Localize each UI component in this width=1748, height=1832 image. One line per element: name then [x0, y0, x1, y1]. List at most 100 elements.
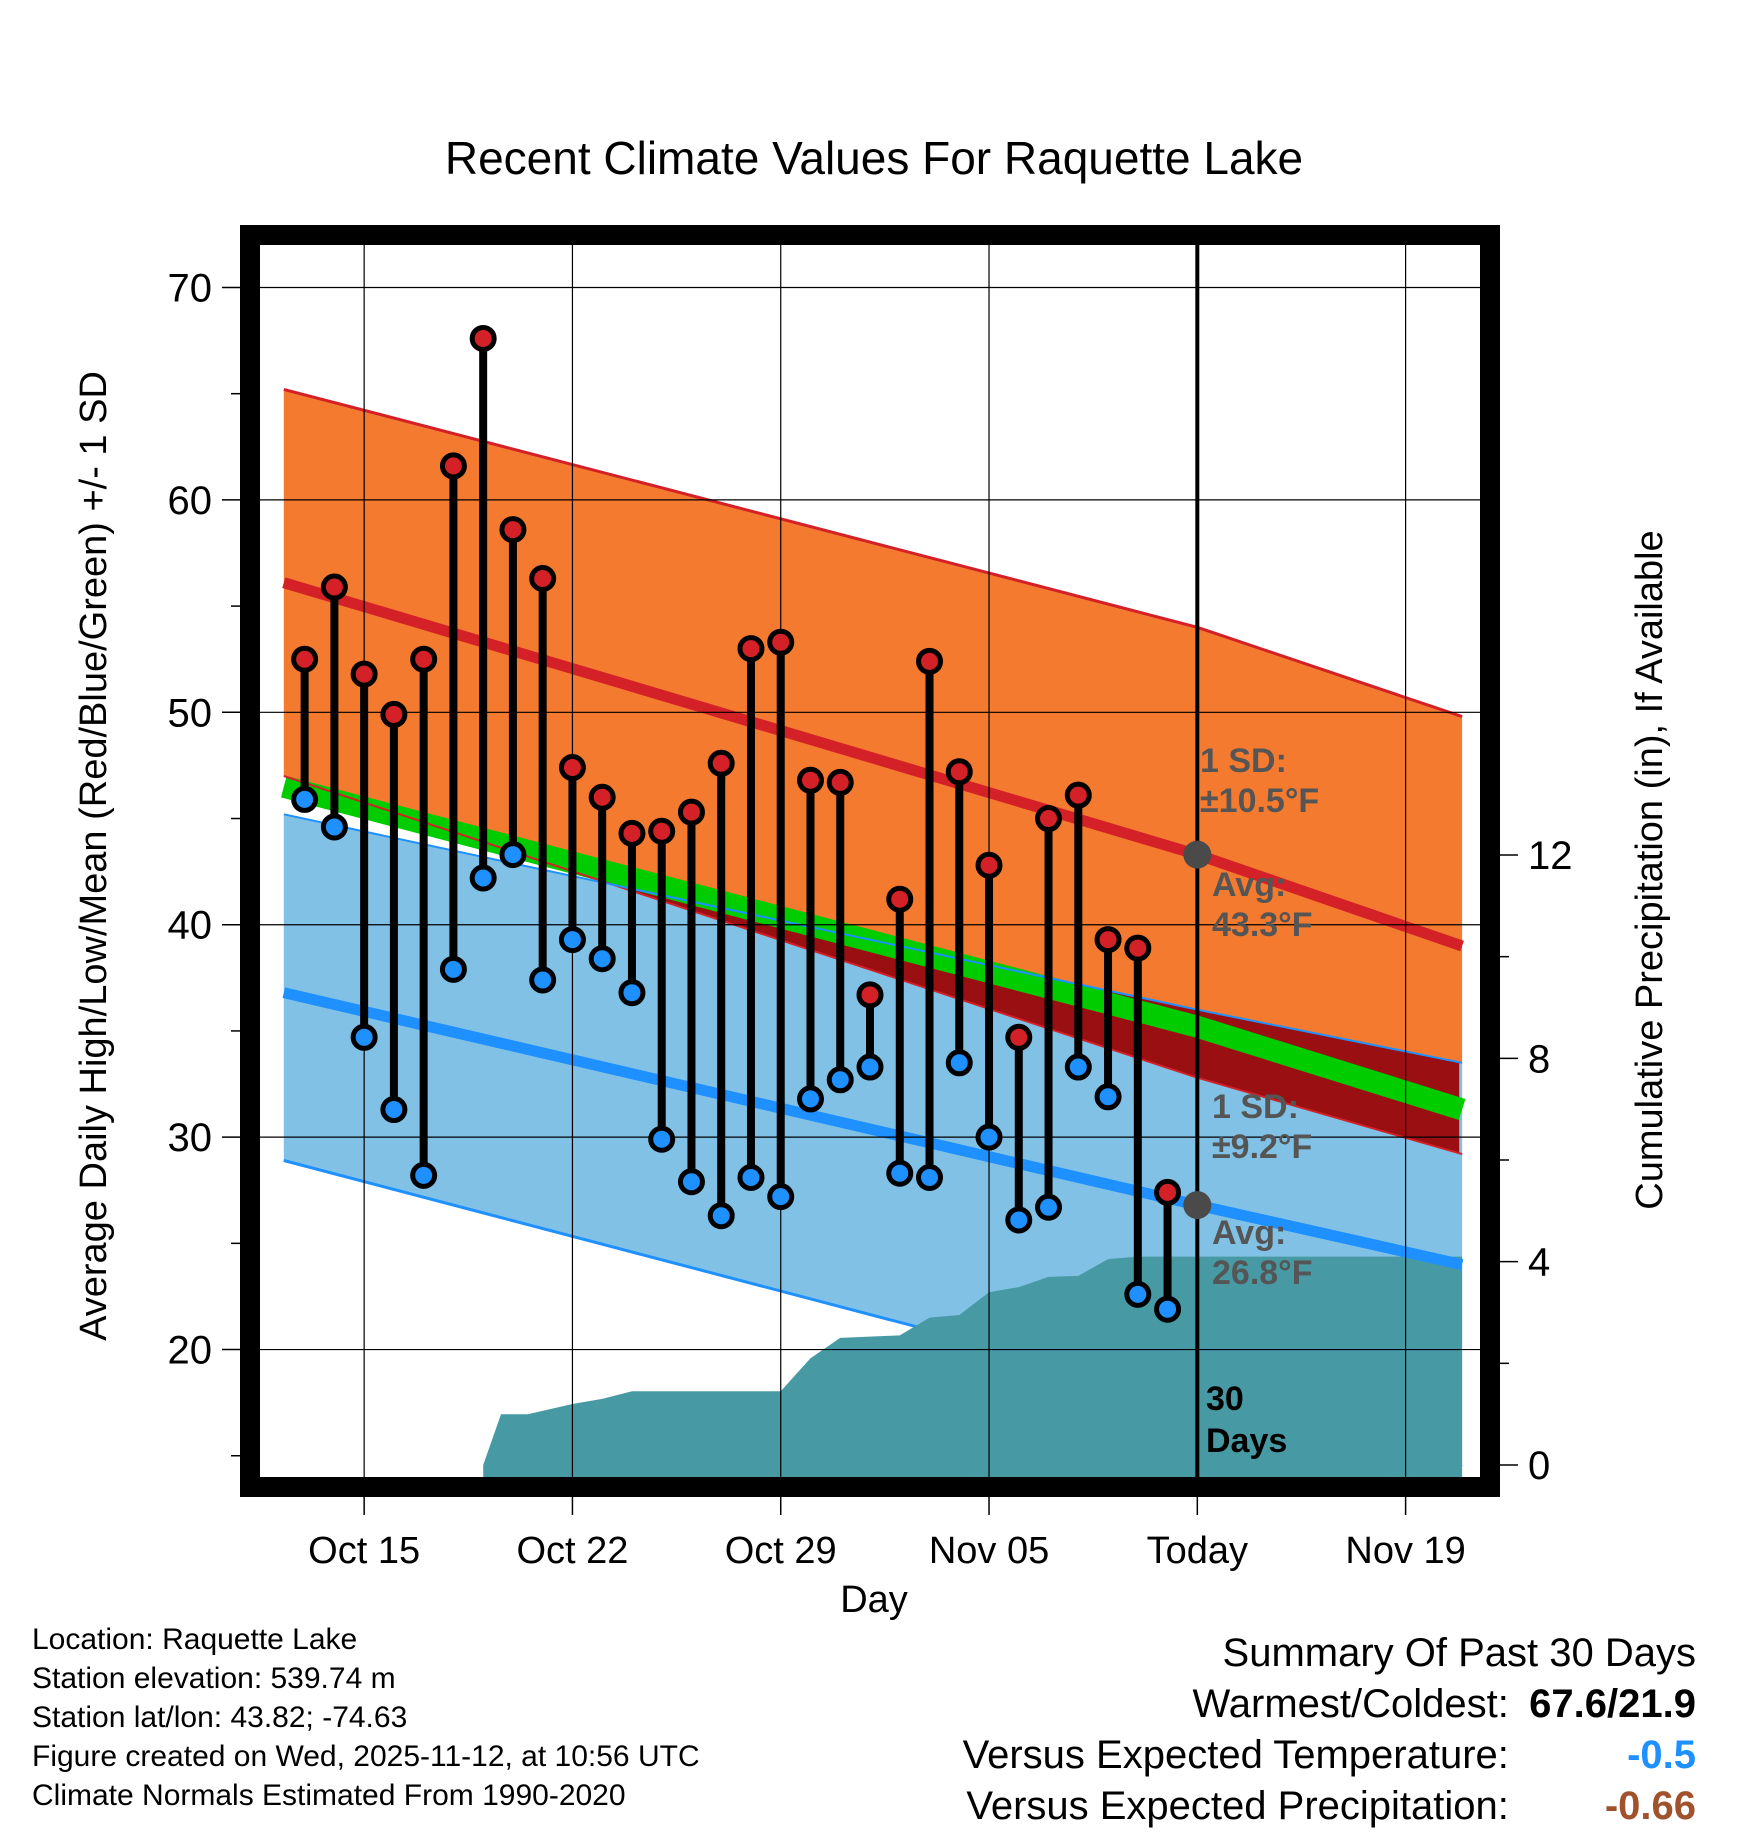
high-point — [1064, 781, 1092, 809]
low-point — [439, 955, 467, 983]
high-point — [1035, 805, 1063, 833]
precip-anomaly-value: -0.66 — [1604, 1784, 1696, 1828]
low-point — [677, 1168, 705, 1196]
y-tick-label: 50 — [168, 691, 213, 735]
x-tick-label: Oct 22 — [516, 1530, 628, 1572]
low-avg-marker — [1183, 1191, 1212, 1220]
low-point — [916, 1163, 944, 1191]
overlap-region — [618, 885, 1460, 1154]
y-tick-label: 30 — [168, 1116, 213, 1160]
high-point — [648, 817, 676, 845]
days-count: 30 — [1206, 1380, 1244, 1418]
low-point — [886, 1159, 914, 1187]
high-point — [529, 564, 557, 592]
y2-tick-label: 8 — [1528, 1037, 1550, 1081]
low-point — [320, 813, 348, 841]
low-point — [350, 1023, 378, 1051]
high-point — [618, 819, 646, 847]
high-point — [469, 324, 497, 352]
high-point — [737, 635, 765, 663]
y-tick-label: 40 — [168, 904, 213, 948]
high-point — [856, 981, 884, 1009]
chart-title: Recent Climate Values For Raquette Lake — [445, 132, 1303, 184]
high-point — [945, 758, 973, 786]
y-axis-label: Average Daily High/Low/Mean (Red/Blue/Gr… — [73, 371, 115, 1341]
climate-chart: Recent Climate Values For Raquette Lake … — [73, 132, 1671, 1620]
low-point — [737, 1163, 765, 1191]
high-sd-title: 1 SD: — [1200, 742, 1287, 780]
low-point — [975, 1123, 1003, 1151]
y-tick-label: 20 — [168, 1329, 213, 1373]
low-avg-value: 26.8°F — [1212, 1254, 1313, 1292]
info-location: Location: Raquette Lake — [32, 1623, 358, 1656]
high-point — [826, 768, 854, 796]
low-point — [1124, 1280, 1152, 1308]
high-sd-band — [283, 389, 1463, 1155]
low-point — [796, 1085, 824, 1113]
high-point — [499, 516, 527, 544]
warm-cold-label: Warmest/Coldest: — [1192, 1682, 1509, 1726]
high-point — [439, 452, 467, 480]
low-point — [1035, 1193, 1063, 1221]
low-point — [499, 841, 527, 869]
precip-anomaly-label: Versus Expected Precipitation: — [966, 1784, 1509, 1828]
high-point — [380, 700, 408, 728]
low-point — [1005, 1206, 1033, 1234]
low-point — [410, 1161, 438, 1189]
high-point — [588, 783, 616, 811]
low-point — [707, 1202, 735, 1230]
low-sd-title: 1 SD: — [1212, 1088, 1299, 1126]
low-point — [618, 979, 646, 1007]
high-avg-title: Avg: — [1212, 866, 1286, 904]
temp-anomaly-label: Versus Expected Temperature: — [962, 1733, 1509, 1777]
info-created: Figure created on Wed, 2025-11-12, at 10… — [32, 1740, 700, 1773]
info-normals: Climate Normals Estimated From 1990-2020 — [32, 1779, 626, 1812]
high-point — [1124, 934, 1152, 962]
x-axis-label: Day — [840, 1579, 908, 1620]
low-point — [1094, 1083, 1122, 1111]
low-point — [588, 945, 616, 973]
low-point — [558, 926, 586, 954]
info-elevation: Station elevation: 539.74 m — [32, 1662, 396, 1695]
summary-temp-row: Versus Expected Temperature: -0.5 — [963, 1730, 1696, 1781]
low-point — [945, 1049, 973, 1077]
y2-tick-label: 0 — [1528, 1444, 1550, 1488]
high-point — [291, 645, 319, 673]
x-tick-label: Oct 29 — [725, 1530, 837, 1572]
y2-axis-label: Cumulative Precipitation (in), If Availa… — [1629, 530, 1671, 1209]
summary-warm-cold-row: Warmest/Coldest: 67.6/21.9 — [963, 1679, 1697, 1730]
high-avg-value: 43.3°F — [1212, 906, 1313, 944]
high-point — [975, 851, 1003, 879]
low-point — [826, 1066, 854, 1094]
high-point — [796, 766, 824, 794]
y2-tick-label: 4 — [1528, 1241, 1550, 1285]
low-avg-title: Avg: — [1212, 1214, 1286, 1252]
x-tick-label: Nov 19 — [1345, 1530, 1465, 1572]
high-point — [1094, 926, 1122, 954]
summary-panel: Summary Of Past 30 Days Warmest/Coldest:… — [963, 1628, 1696, 1832]
high-sd-value: ±10.5°F — [1200, 782, 1319, 820]
high-point — [558, 754, 586, 782]
warm-cold-value: 67.6/21.9 — [1529, 1682, 1696, 1726]
low-point — [380, 1096, 408, 1124]
x-tick-label: Oct 15 — [308, 1530, 420, 1572]
summary-precip-row: Versus Expected Precipitation: -0.66 — [963, 1781, 1696, 1832]
low-sd-value: ±9.2°F — [1212, 1128, 1312, 1166]
info-latlon: Station lat/lon: 43.82; -74.63 — [32, 1701, 408, 1734]
low-point — [767, 1183, 795, 1211]
high-point — [410, 645, 438, 673]
summary-title: Summary Of Past 30 Days — [1222, 1631, 1696, 1675]
days-word: Days — [1206, 1422, 1287, 1460]
low-point — [1154, 1295, 1182, 1323]
y-tick-label: 60 — [168, 479, 213, 523]
high-point — [350, 660, 378, 688]
high-point — [916, 647, 944, 675]
low-point — [648, 1125, 676, 1153]
low-point — [291, 785, 319, 813]
high-point — [767, 628, 795, 656]
low-point — [856, 1053, 884, 1081]
high-avg-marker — [1183, 840, 1212, 869]
x-tick-label: Nov 05 — [929, 1530, 1049, 1572]
